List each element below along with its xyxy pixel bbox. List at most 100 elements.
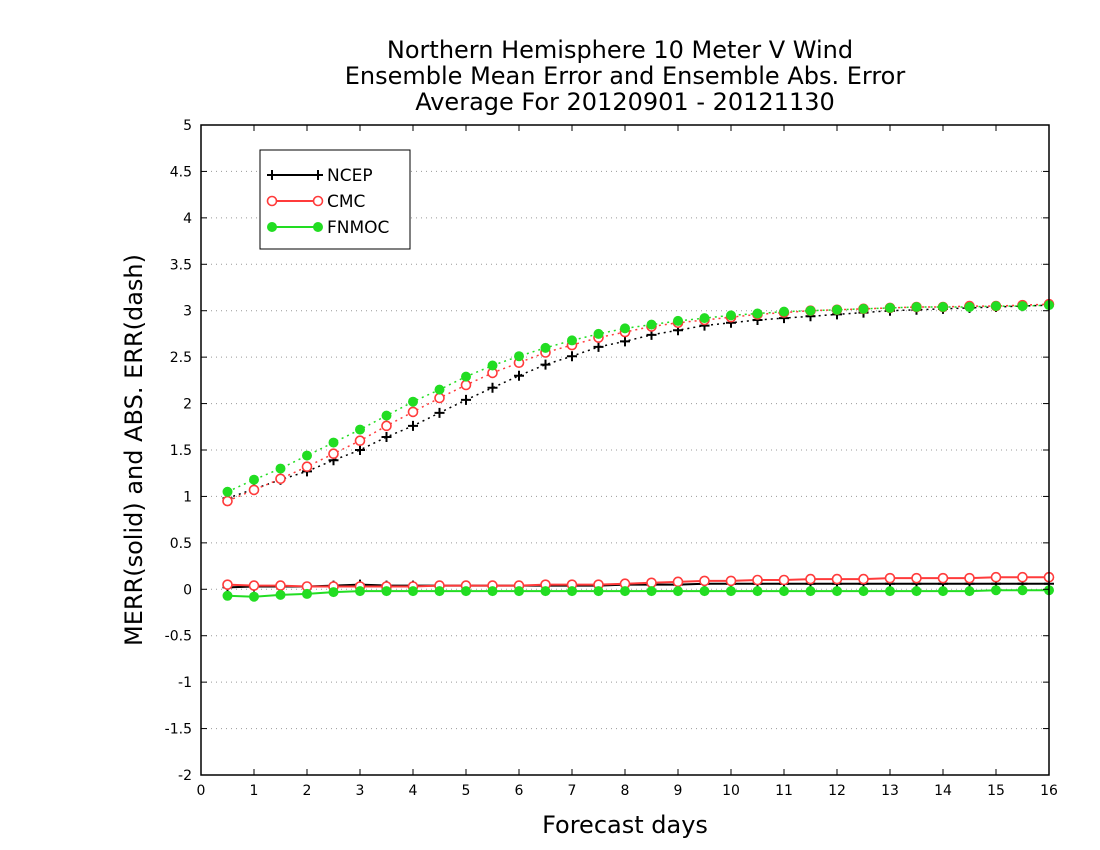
legend-marker [266, 195, 278, 207]
cmc-abs-error-point [460, 379, 472, 391]
cmc-merr-point [964, 572, 975, 584]
ncep-abs-error-point [381, 432, 392, 442]
fnmoc-abs-error-line [227, 304, 1050, 493]
fnmoc-abs-error-point [805, 305, 816, 316]
series-fnmoc [222, 300, 1054, 602]
y-tick-label: -1 [178, 675, 192, 691]
cmc-merr-point [858, 573, 869, 585]
fnmoc-merr-point [726, 586, 736, 597]
y-axis: -2 -1.5 -1 -0.5 0 0.5 1 1.5 2 2.5 3 3.5 4 4.5 5 [165, 118, 1049, 784]
fnmoc-merr-point [1017, 585, 1028, 596]
fnmoc-merr-point [514, 586, 524, 597]
cmc-abs-error-point [222, 495, 233, 507]
cmc-abs-error-point [275, 473, 286, 485]
fnmoc-abs-error-point [461, 371, 471, 382]
ncep-abs-error-point [567, 351, 577, 362]
cmc-merr-point [911, 572, 922, 584]
fnmoc-abs-error-point [355, 424, 365, 435]
fnmoc-abs-error-point [302, 450, 312, 461]
fnmoc-merr-point [434, 586, 445, 597]
x-tick-label: 5 [462, 783, 471, 799]
fnmoc-abs-error-point [699, 313, 710, 324]
fnmoc-abs-error-point [540, 342, 551, 353]
fnmoc-merr-point [275, 589, 286, 600]
legend-label-cmc: CMC [327, 192, 365, 212]
cmc-abs-error-point [434, 392, 445, 404]
y-tick-label: 2 [183, 397, 192, 413]
fnmoc-abs-error-point [593, 328, 604, 339]
legend-label-ncep: NCEP [327, 166, 373, 186]
fnmoc-abs-error-point [487, 360, 498, 371]
y-tick-label: 1.5 [170, 443, 192, 459]
x-tick-label: 0 [197, 783, 206, 799]
fnmoc-merr-point [249, 591, 259, 602]
cmc-merr-point [1017, 571, 1028, 583]
y-tick-label: 1 [183, 489, 192, 505]
legend-label-fnmoc: FNMOC [327, 218, 389, 238]
fnmoc-merr-point [938, 586, 948, 597]
x-tick-label: 14 [934, 783, 952, 799]
cmc-merr-point [248, 580, 260, 591]
fnmoc-abs-error-point [434, 384, 445, 395]
x-axis: 0 1 2 3 4 5 6 7 8 9 10 11 12 13 14 15 16 [197, 125, 1058, 799]
legend-item-fnmoc: FNMOC [267, 218, 389, 238]
cmc-merr-point [805, 573, 816, 585]
x-tick-label: 15 [987, 783, 1005, 799]
fnmoc-merr-point [593, 586, 604, 597]
fnmoc-abs-error-point [858, 303, 869, 314]
ncep-abs-error-point [514, 370, 524, 381]
cmc-abs-error-point [381, 420, 392, 432]
fnmoc-abs-error-point [911, 302, 922, 312]
y-axis-label: MERR(solid) and ABS. ERR(dash) [120, 254, 148, 646]
fnmoc-merr-point [673, 586, 683, 597]
y-tick-label: 2.5 [170, 350, 192, 366]
fnmoc-merr-line [227, 589, 1049, 598]
fnmoc-abs-error-point [381, 410, 392, 421]
x-tick-label: 7 [568, 783, 577, 799]
x-tick-label: 4 [409, 783, 418, 799]
ncep-abs-error-point [540, 359, 551, 370]
x-tick-label: 16 [1040, 783, 1058, 799]
fnmoc-merr-point [858, 586, 869, 597]
fnmoc-merr-point [779, 586, 789, 597]
grid [201, 170, 1049, 730]
cmc-merr-point [990, 571, 1002, 583]
cmc-abs-error-point [301, 461, 313, 473]
x-tick-label: 10 [722, 783, 740, 799]
fnmoc-merr-point [646, 586, 657, 597]
y-tick-label: -2 [178, 768, 192, 784]
ncep-abs-error-point [408, 420, 418, 431]
y-tick-label: 3 [183, 304, 192, 320]
ncep-abs-error-point [620, 336, 630, 347]
cmc-abs-error-point [407, 406, 419, 418]
legend-marker [312, 195, 324, 207]
fnmoc-abs-error-point [646, 319, 657, 330]
fnmoc-merr-point [540, 586, 551, 597]
fnmoc-merr-point [408, 586, 418, 597]
fnmoc-abs-error-point [514, 351, 524, 362]
chart-title: Northern Hemisphere 10 Meter V Wind [387, 36, 853, 64]
legend-item-cmc: CMC [266, 192, 365, 212]
fnmoc-merr-point [487, 586, 498, 597]
chart-subtitle: Ensemble Mean Error and Ensemble Abs. Er… [345, 62, 906, 90]
x-tick-label: 1 [250, 783, 259, 799]
cmc-merr-point [937, 572, 949, 584]
legend: NCEP CMC FNMOC [259, 149, 411, 250]
chart-subtitle-2: Average For 20120901 - 20121130 [415, 88, 835, 116]
x-tick-label: 13 [881, 783, 899, 799]
fnmoc-merr-point [964, 586, 975, 597]
cmc-merr-point [884, 572, 896, 584]
fnmoc-merr-point [699, 586, 710, 597]
y-tick-label: 4.5 [170, 164, 192, 180]
fnmoc-merr-point [328, 587, 339, 598]
y-tick-label: 0 [183, 582, 192, 598]
cmc-merr-point [672, 576, 684, 588]
legend-marker [313, 222, 323, 232]
ncep-abs-error-point [593, 341, 604, 352]
fnmoc-merr-point [381, 586, 392, 597]
x-tick-label: 8 [621, 783, 630, 799]
fnmoc-abs-error-point [567, 335, 577, 346]
cmc-merr-point [222, 579, 233, 590]
ncep-abs-error-line [227, 304, 1050, 499]
cmc-merr-point [699, 575, 710, 587]
